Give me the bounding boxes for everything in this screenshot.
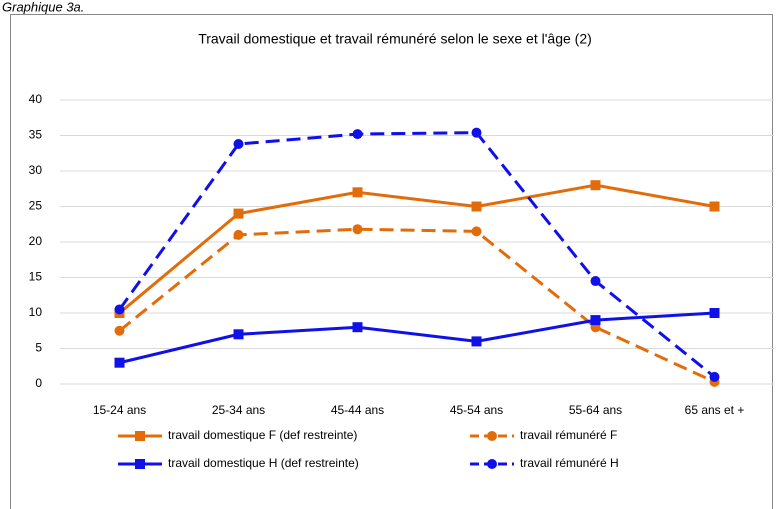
marker: [352, 322, 363, 333]
marker: [590, 315, 601, 326]
y-tick-label: 25: [29, 199, 43, 213]
marker: [590, 180, 601, 191]
marker: [471, 336, 482, 347]
marker: [233, 329, 244, 340]
y-tick-label: 20: [29, 234, 43, 248]
y-tick-label: 30: [29, 163, 43, 177]
legend-marker: [487, 459, 497, 469]
y-tick-label: 0: [35, 376, 42, 390]
legend-label: travail domestique F (def restreinte): [168, 428, 357, 442]
marker: [233, 208, 244, 219]
x-tick-label: 45-44 ans: [331, 403, 384, 417]
chart-border: [10, 14, 773, 509]
marker: [114, 325, 125, 336]
marker: [352, 187, 363, 198]
marker: [352, 129, 363, 140]
legend-marker: [135, 459, 145, 469]
series-line: [118, 227, 716, 384]
y-tick-label: 10: [29, 305, 43, 319]
y-tick-label: 35: [29, 128, 43, 142]
x-tick-label: 45-54 ans: [450, 403, 503, 417]
marker: [471, 226, 482, 237]
figure-label: Graphique 3a.: [2, 0, 84, 14]
legend-label: travail domestique H (def restreinte): [168, 456, 359, 470]
legend-label: travail rémunéré F: [520, 428, 617, 442]
marker: [352, 224, 363, 235]
marker: [709, 201, 720, 212]
marker: [233, 229, 244, 240]
legend-label: travail rémunéré H: [520, 456, 619, 470]
y-tick-label: 15: [29, 270, 43, 284]
marker: [709, 308, 720, 318]
y-tick-label: 40: [29, 92, 43, 106]
x-tick-label: 15-24 ans: [93, 403, 146, 417]
marker: [590, 276, 601, 287]
series-line: [119, 311, 715, 365]
marker: [471, 201, 482, 212]
marker: [114, 357, 125, 368]
legend-marker: [487, 431, 497, 441]
x-tick-label: 65 ans et +: [685, 403, 745, 417]
series-line: [118, 131, 716, 379]
y-tick-label: 5: [35, 341, 42, 355]
marker: [114, 304, 125, 315]
marker: [233, 139, 244, 150]
series-line: [118, 183, 715, 315]
marker: [709, 371, 720, 382]
x-tick-label: 55-64 ans: [569, 403, 622, 417]
chart-title: Travail domestique et travail rémunéré s…: [198, 31, 592, 47]
legend-marker: [135, 431, 145, 441]
x-tick-label: 25-34 ans: [212, 403, 265, 417]
marker: [471, 127, 482, 138]
